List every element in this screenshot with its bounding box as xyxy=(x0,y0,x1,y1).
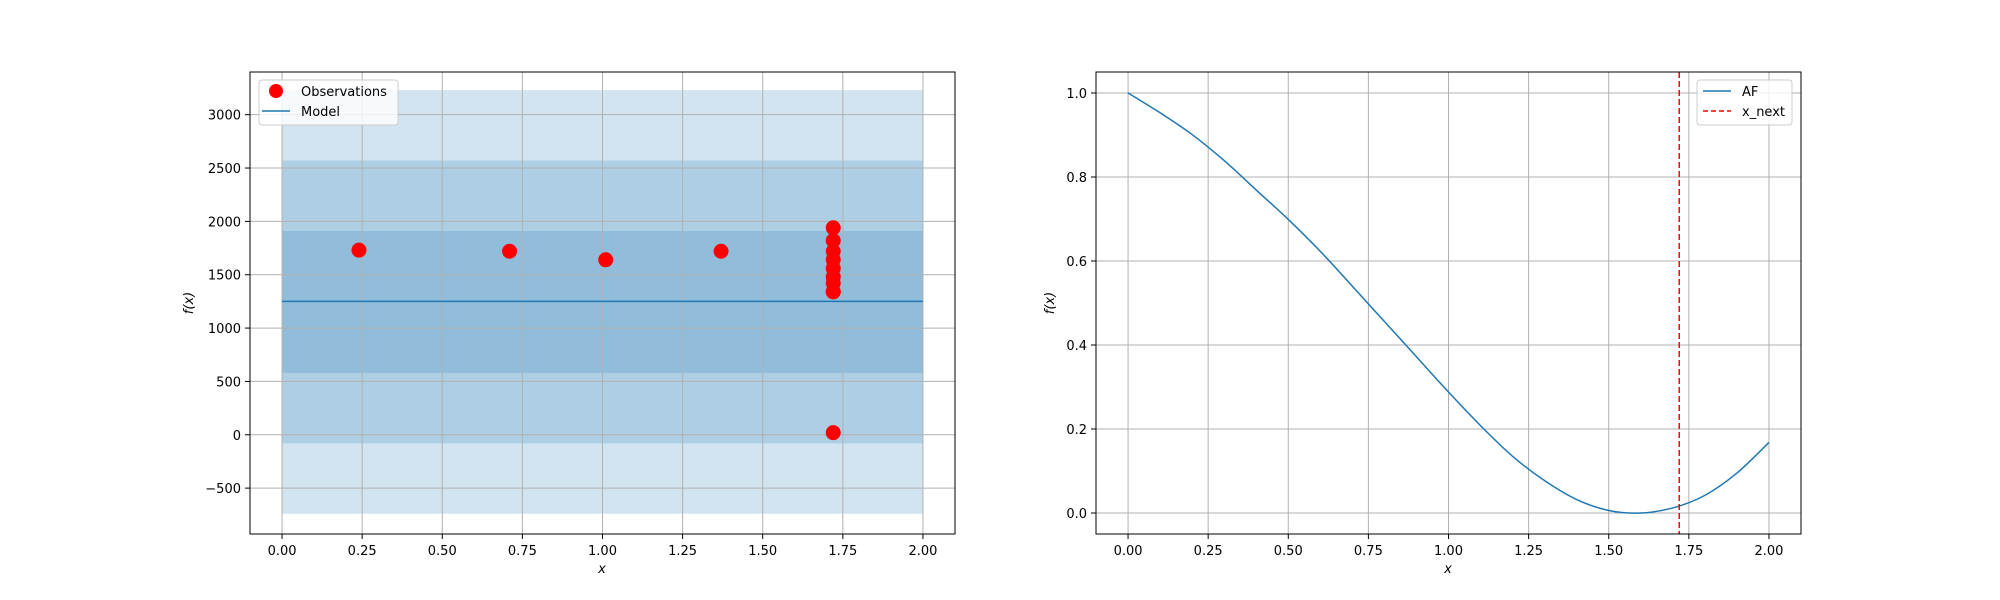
model-x-tick-label: 1.25 xyxy=(668,544,697,559)
model-ticks: 0.00 0.25 0.50 0.75 1.00 1.25 1.50 1.75 2.00 −500… xyxy=(205,109,937,559)
af-y-tick-label: 1.0 xyxy=(1066,87,1087,102)
model-y-tick-label: 1000 xyxy=(208,322,241,337)
model-x-tick-label: 1.00 xyxy=(588,544,617,559)
model-y-tick-label: 3000 xyxy=(208,109,241,124)
model-chart: 0.00 0.25 0.50 0.75 1.00 1.25 1.50 1.75 2.00 −500… xyxy=(182,71,956,577)
observation-point xyxy=(825,284,841,300)
af-ticks: 0.00 0.25 0.50 0.75 1.00 1.25 1.50 1.75 2.00 0.0 0… xyxy=(1066,87,1783,559)
af-x-tick-label: 0.25 xyxy=(1194,544,1223,559)
af-grid xyxy=(1096,72,1801,534)
model-legend-box xyxy=(258,79,399,126)
model-legend[interactable]: Observations Model xyxy=(258,79,399,126)
observations-legend-label: Observations xyxy=(301,85,387,100)
af-y-tick-label: 0.6 xyxy=(1066,255,1087,270)
observations-legend-marker xyxy=(269,84,283,98)
model-y-axis-label: f(x) xyxy=(182,292,197,314)
observation-point xyxy=(502,243,518,259)
af-legend[interactable]: AF x_next xyxy=(1696,79,1793,126)
model-y-tick-label: 500 xyxy=(216,375,241,390)
af-x-axis-label: x xyxy=(1443,562,1452,577)
model-y-tick-label: 2000 xyxy=(208,215,241,230)
model-x-tick-label: 1.75 xyxy=(828,544,857,559)
af-y-tick-label: 0.2 xyxy=(1066,423,1087,438)
af-y-tick-label: 0.4 xyxy=(1066,339,1087,354)
model-y-tick-label: 1500 xyxy=(208,269,241,284)
af-x-tick-label: 1.25 xyxy=(1514,544,1543,559)
af-y-axis-label: f(x) xyxy=(1043,292,1058,314)
observation-point xyxy=(598,252,614,268)
model-x-tick-label: 0.75 xyxy=(508,544,537,559)
observation-point xyxy=(713,243,729,259)
model-y-tick-label: −500 xyxy=(205,482,241,497)
af-x-tick-label: 0.00 xyxy=(1114,544,1143,559)
af-marks xyxy=(1127,72,1770,534)
af-x-tick-label: 1.50 xyxy=(1594,544,1623,559)
model-legend-label: Model xyxy=(301,105,340,120)
af-curve xyxy=(1127,92,1770,514)
model-x-tick-label: 0.00 xyxy=(268,544,297,559)
af-y-tick-label: 0.8 xyxy=(1066,171,1087,186)
af-x-tick-label: 1.00 xyxy=(1434,544,1463,559)
observation-point xyxy=(825,220,841,236)
af-y-tick-label: 0.0 xyxy=(1066,507,1087,522)
model-x-axis-label: x xyxy=(597,562,606,577)
af-legend-label: AF xyxy=(1742,85,1758,100)
model-x-tick-label: 0.25 xyxy=(348,544,377,559)
x-next-legend-label: x_next xyxy=(1742,105,1785,120)
model-x-tick-label: 1.50 xyxy=(748,544,777,559)
model-y-tick-label: 0 xyxy=(233,429,241,444)
model-x-tick-label: 2.00 xyxy=(908,544,937,559)
af-x-tick-label: 0.50 xyxy=(1274,544,1303,559)
observation-point xyxy=(825,233,841,249)
model-marks xyxy=(282,220,923,441)
af-x-tick-label: 2.00 xyxy=(1754,544,1783,559)
acquisition-chart: 0.00 0.25 0.50 0.75 1.00 1.25 1.50 1.75 2.00 0.0 0… xyxy=(1043,71,1802,577)
model-y-tick-label: 2500 xyxy=(208,162,241,177)
af-x-tick-label: 1.75 xyxy=(1674,544,1703,559)
observation-point xyxy=(351,242,367,258)
observation-point xyxy=(825,425,841,441)
af-x-tick-label: 0.75 xyxy=(1354,544,1383,559)
model-x-tick-label: 0.50 xyxy=(428,544,457,559)
